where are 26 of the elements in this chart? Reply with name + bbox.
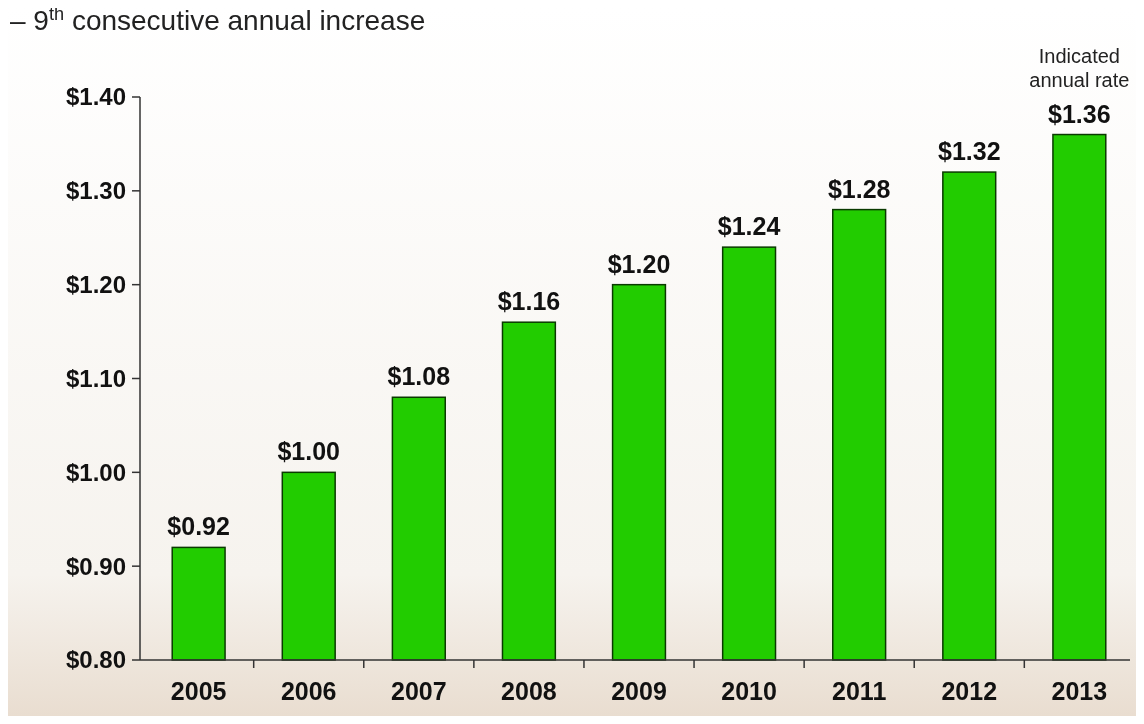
- x-tick-label: 2007: [391, 677, 447, 705]
- data-label: $1.24: [717, 212, 781, 241]
- data-label: $1.00: [277, 437, 341, 466]
- x-tick-label: 2009: [611, 677, 667, 705]
- data-label: $1.28: [827, 174, 891, 203]
- data-label: $1.20: [607, 249, 671, 278]
- y-tick-label: $0.80: [65, 646, 126, 674]
- y-tick-label: $0.90: [65, 552, 126, 580]
- data-label: $1.08: [387, 362, 451, 391]
- x-tick-label: 2005: [170, 677, 227, 705]
- y-tick-label: $1.40: [65, 83, 126, 111]
- y-tick-label: $1.20: [65, 271, 126, 299]
- data-label: $0.92: [167, 512, 230, 541]
- y-tick-label: $1.00: [65, 458, 126, 486]
- y-tick-label: $1.10: [65, 364, 126, 392]
- data-label: $1.16: [497, 287, 561, 316]
- x-tick-label: 2008: [501, 677, 557, 705]
- x-tick-label: 2010: [721, 677, 777, 705]
- x-tick-label: 2013: [1051, 677, 1108, 705]
- data-label: $1.36: [1048, 99, 1111, 128]
- x-tick-label: 2011: [832, 677, 887, 705]
- data-label: $1.32: [937, 137, 1001, 166]
- annotation: Indicated annual rate: [1029, 44, 1130, 91]
- x-tick-label: 2006: [280, 677, 337, 705]
- y-tick-label: $1.30: [65, 177, 126, 205]
- x-tick-label: 2012: [941, 677, 998, 705]
